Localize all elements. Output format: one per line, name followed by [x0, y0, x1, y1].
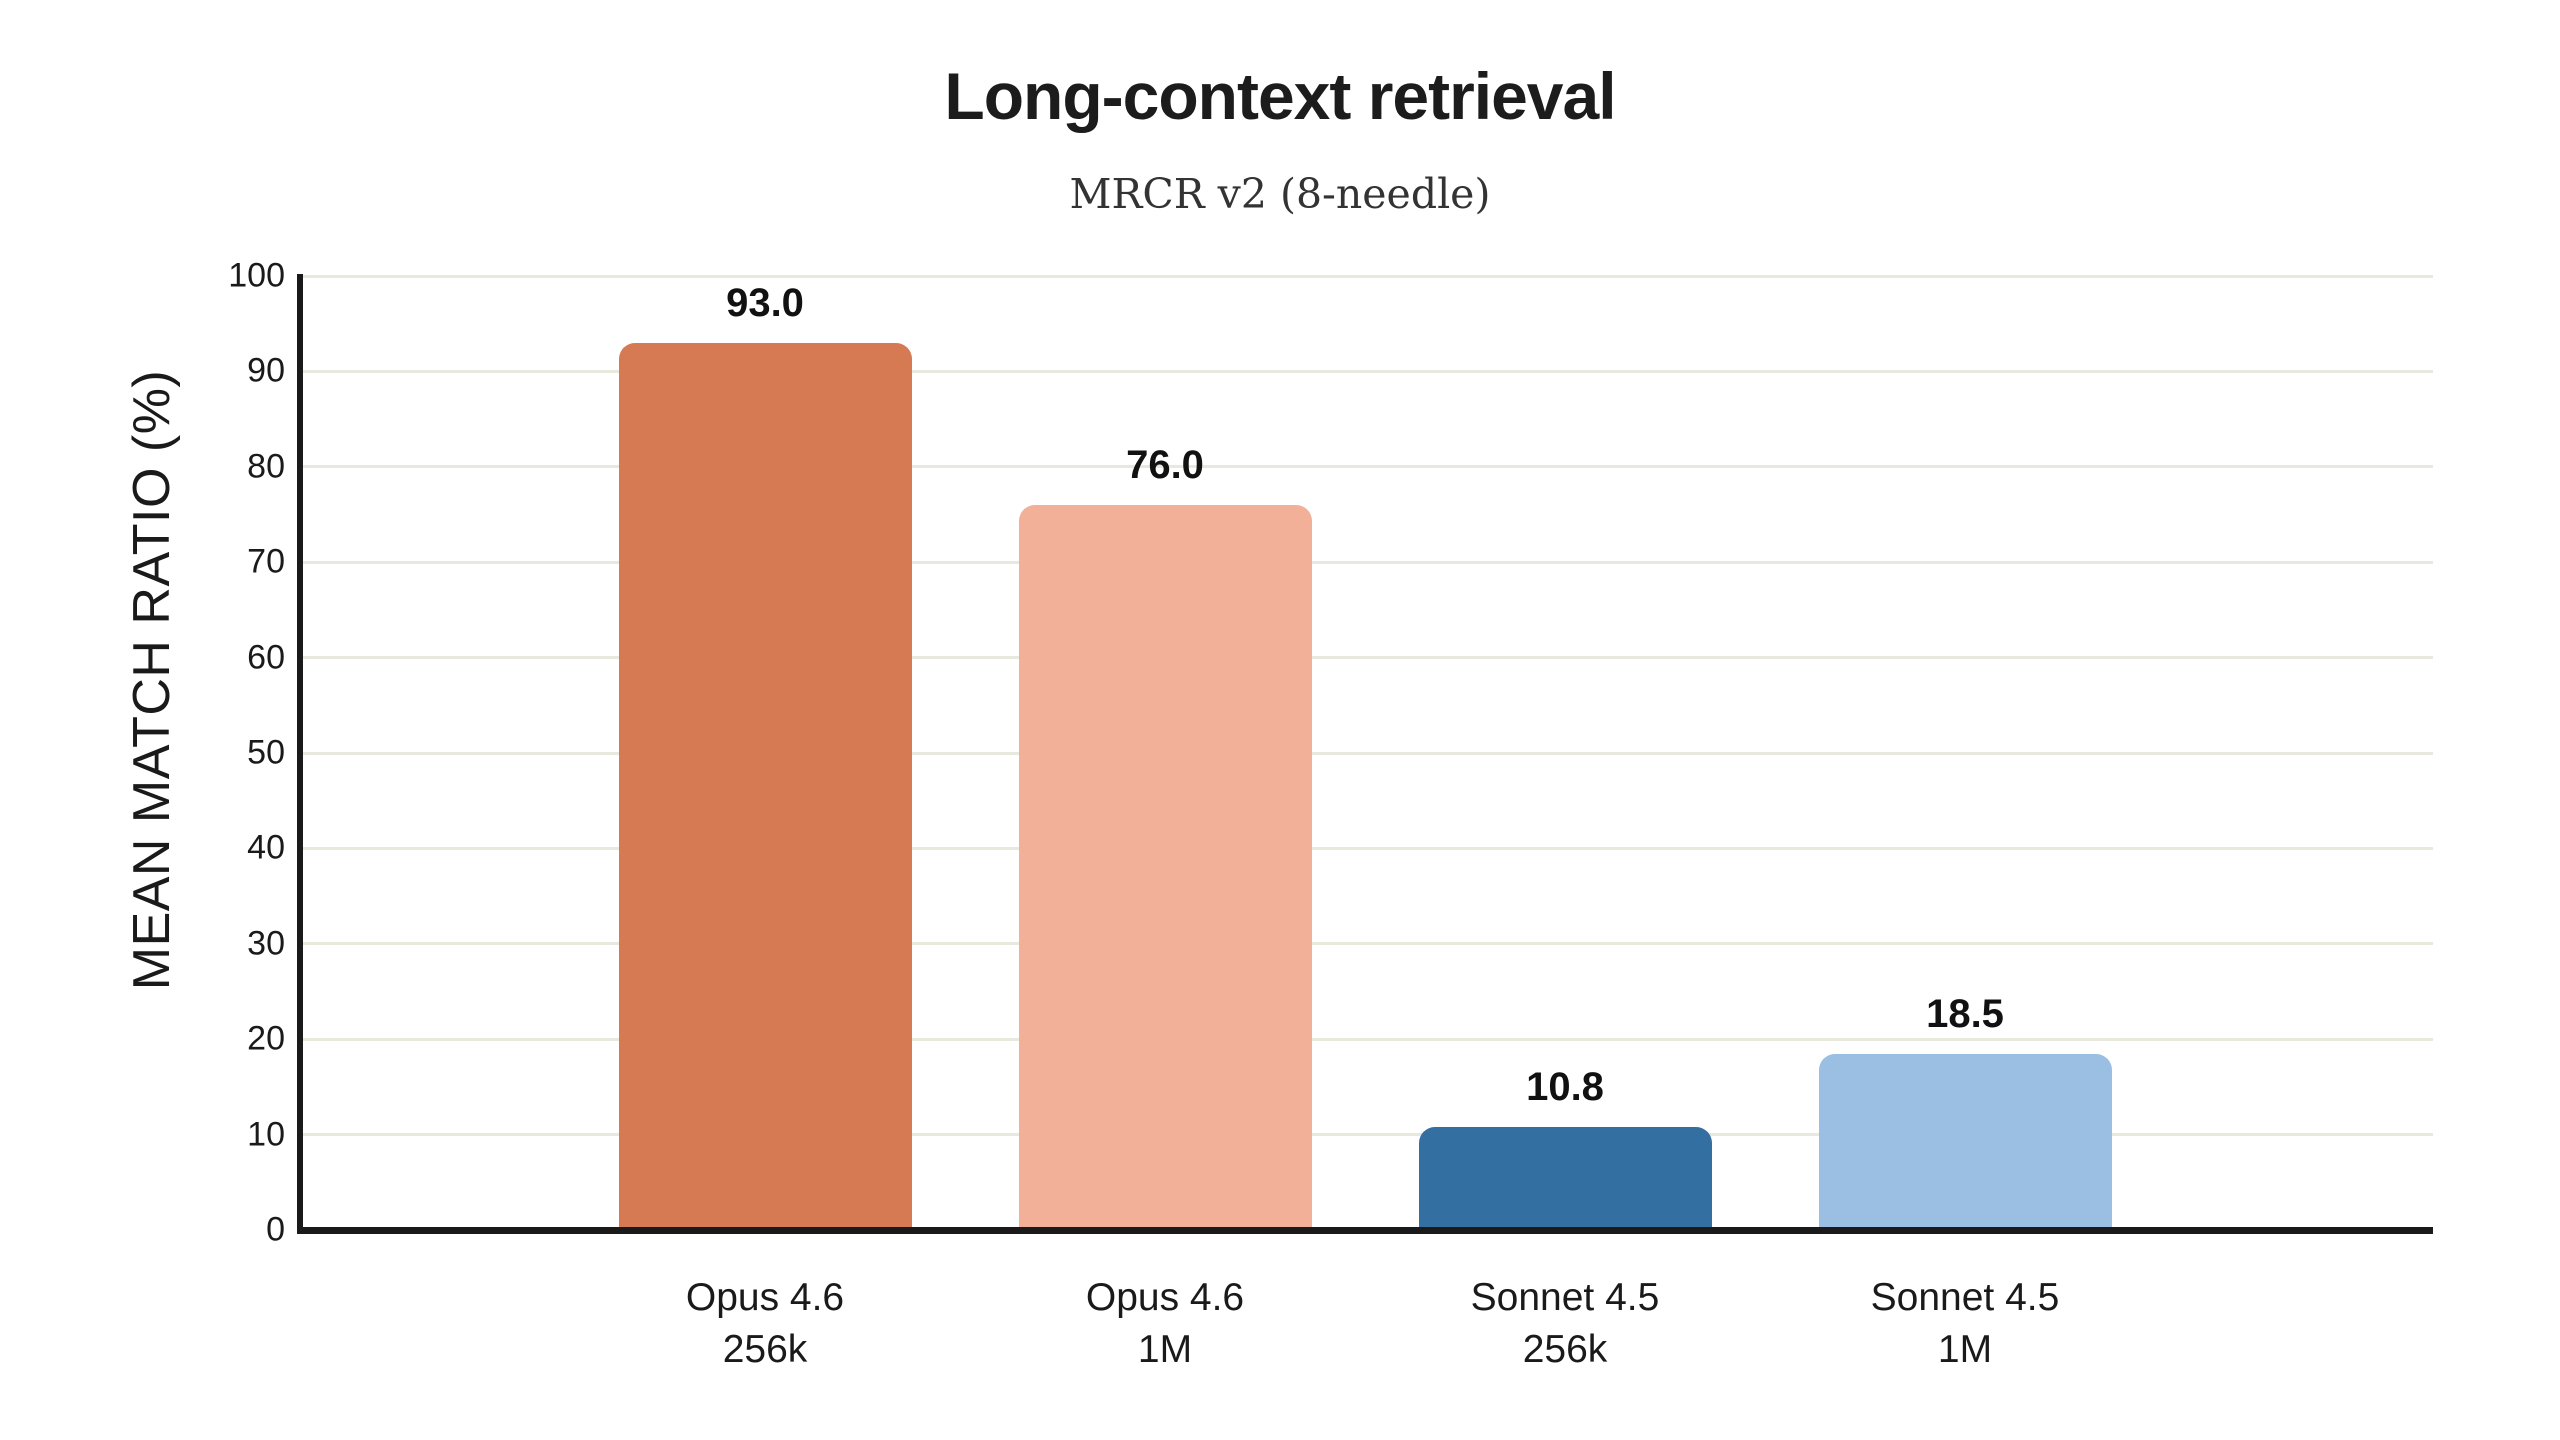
gridline-90: [303, 369, 2433, 373]
x-category-model: Opus 4.6: [685, 1276, 845, 1319]
gridline-20: [303, 1037, 2433, 1041]
x-category-context: 256k: [1522, 1328, 1608, 1371]
x-category-model: Sonnet 4.5: [1470, 1276, 1660, 1319]
plot-area: [303, 274, 2433, 1230]
bar-value-label-opus-4-6-256k: 93.0: [726, 280, 804, 325]
y-tick-label-0: 0: [266, 1210, 285, 1249]
bar-sonnet-4-5-1m: [1818, 1053, 2112, 1230]
y-tick-label-60: 60: [247, 638, 285, 677]
y-tick-label-90: 90: [247, 351, 285, 390]
bar-value-label-sonnet-4-5-1m: 18.5: [1926, 991, 2004, 1036]
gridline-80: [303, 465, 2433, 469]
y-tick-label-80: 80: [247, 447, 285, 486]
y-tick-label-30: 30: [247, 924, 285, 963]
x-category-label-sonnet-4-5-1m: Sonnet 4.5 1M: [1871, 1272, 2060, 1376]
bar-value-label-opus-4-6-1m: 76.0: [1126, 442, 1204, 487]
bar-opus-4-6-1m: [1018, 504, 1312, 1230]
gridline-30: [303, 942, 2433, 946]
y-axis-line: [297, 274, 303, 1234]
bar-opus-4-6-256k: [618, 342, 912, 1230]
y-tick-label-20: 20: [247, 1019, 285, 1058]
gridline-10: [303, 1133, 2433, 1137]
x-category-label-sonnet-4-5-256k: Sonnet 4.5 256k: [1471, 1272, 1660, 1376]
y-tick-label-70: 70: [247, 542, 285, 581]
x-category-model: Sonnet 4.5: [1870, 1276, 2060, 1319]
chart-title: Long-context retrieval: [944, 59, 1616, 133]
x-category-context: 1M: [1137, 1328, 1193, 1371]
y-tick-label-50: 50: [247, 733, 285, 772]
x-category-context: 256k: [722, 1328, 808, 1371]
y-tick-label-10: 10: [247, 1115, 285, 1154]
y-tick-label-40: 40: [247, 828, 285, 867]
gridline-50: [303, 751, 2433, 755]
chart-subtitle: MRCR v2 (8-needle): [1069, 170, 1491, 218]
gridline-100: [303, 274, 2433, 278]
x-axis-line: [297, 1227, 2433, 1234]
x-category-label-opus-4-6-256k: Opus 4.6 256k: [686, 1272, 844, 1376]
bar-value-label-sonnet-4-5-256k: 10.8: [1526, 1064, 1604, 1109]
x-category-model: Opus 4.6: [1085, 1276, 1245, 1319]
x-category-context: 1M: [1937, 1328, 1993, 1371]
y-tick-label-100: 100: [228, 256, 285, 295]
gridline-60: [303, 656, 2433, 660]
gridline-40: [303, 846, 2433, 850]
gridline-70: [303, 560, 2433, 564]
x-category-label-opus-4-6-1m: Opus 4.6 1M: [1086, 1272, 1244, 1376]
bar-sonnet-4-5-256k: [1418, 1126, 1712, 1230]
